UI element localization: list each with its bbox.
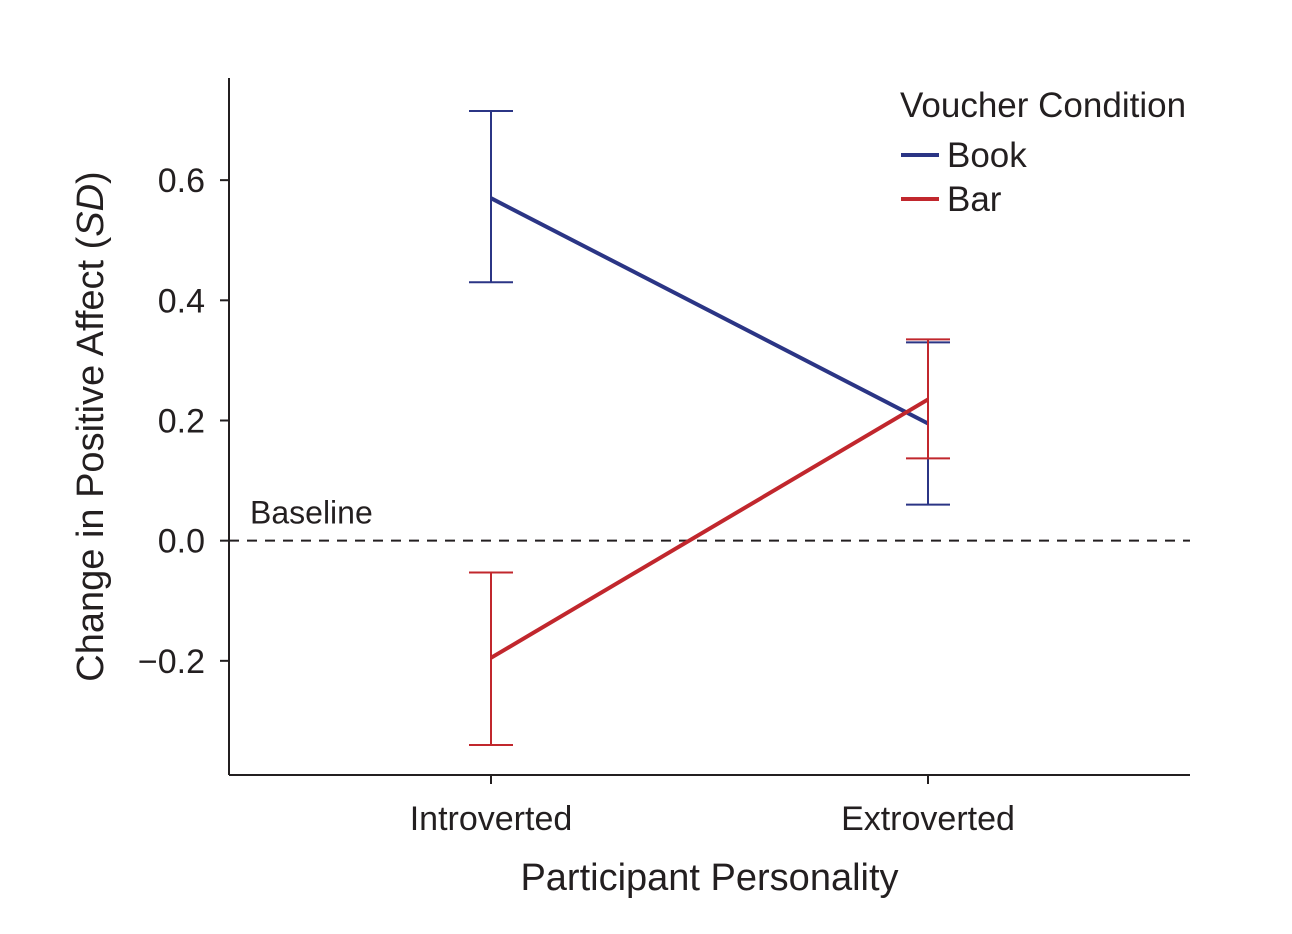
y-tick-label: 0.4	[158, 282, 205, 320]
baseline-label: Baseline	[250, 495, 373, 531]
series	[469, 110, 950, 746]
x-tick-label: Extroverted	[841, 800, 1015, 838]
y-axis-title: Change in Positive Affect (SD)	[70, 171, 112, 681]
y-tick-label: 0.2	[158, 402, 205, 440]
legend: Voucher Condition Book Bar	[900, 86, 1186, 219]
legend-title: Voucher Condition	[900, 86, 1186, 125]
y-tick-label: 0.0	[158, 523, 205, 561]
series-line-bar	[489, 397, 930, 660]
x-ticks: Introverted Extroverted	[410, 775, 1015, 838]
legend-label-book: Book	[947, 136, 1027, 175]
series-line-book	[490, 196, 929, 426]
x-tick-label: Introverted	[410, 800, 573, 838]
series-book	[469, 110, 950, 506]
series-bar	[469, 338, 950, 746]
y-tick-label: −0.2	[138, 643, 205, 681]
baseline: Baseline	[229, 495, 1190, 542]
axes	[228, 78, 1190, 776]
legend-label-bar: Bar	[947, 180, 1002, 219]
y-tick-label: 0.6	[158, 162, 205, 200]
y-axis-title-italic: SD	[70, 184, 112, 237]
y-ticks: −0.2 0.0 0.2 0.4 0.6	[138, 162, 229, 681]
x-axis-title: Participant Personality	[520, 857, 898, 899]
y-axis-title-prefix: Change in Positive Affect (	[70, 236, 112, 681]
y-axis-title-suffix: )	[70, 171, 112, 184]
